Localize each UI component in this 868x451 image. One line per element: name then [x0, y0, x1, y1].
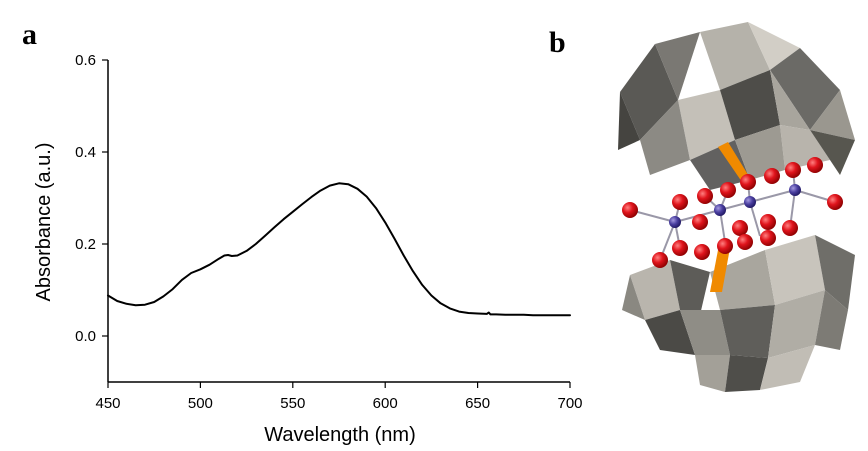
oxygen-atom [782, 220, 798, 236]
upper-linker-bond [718, 142, 750, 182]
oxygen-atom [760, 230, 776, 246]
oxygen-atom [672, 194, 688, 210]
panel-label-a: a [22, 18, 37, 51]
oxygen-atom [740, 174, 756, 190]
absorbance-chart: 450 500 550 600 650 700 0.0 0.2 0.4 0.6 Wavelengt… [33, 52, 583, 446]
y-tick-label: 0.6 [75, 52, 96, 69]
oxygen-atom [622, 202, 638, 218]
oxygen-atom [764, 168, 780, 184]
metal-atom [714, 204, 726, 216]
oxygen-atom [785, 162, 801, 178]
x-axis-title: Wavelength (nm) [264, 424, 416, 446]
panel-label-b: b [549, 26, 566, 59]
y-tick-label: 0.2 [75, 236, 96, 253]
oxygen-atoms [622, 157, 843, 268]
oxygen-atom [652, 252, 668, 268]
absorbance-series-line [107, 182, 571, 317]
oxygen-atom [760, 214, 776, 230]
lower-polyhedra-cluster [622, 235, 855, 392]
x-tick-label: 650 [465, 395, 490, 412]
metal-atom [744, 196, 756, 208]
y-tick-label: 0.0 [75, 328, 96, 345]
oxygen-atom [694, 244, 710, 260]
metal-atom [789, 184, 801, 196]
x-tick-label: 600 [373, 395, 398, 412]
oxygen-atom [732, 220, 748, 236]
oxygen-atom [697, 188, 713, 204]
x-tick-label: 450 [95, 395, 120, 412]
oxygen-atom [827, 194, 843, 210]
polyoxometalate-structure-illustration [618, 22, 855, 392]
oxygen-atom [692, 214, 708, 230]
x-tick-label: 500 [188, 395, 213, 412]
y-axis-title: Absorbance (a.u.) [33, 143, 55, 302]
metal-atom [669, 216, 681, 228]
oxygen-atom [807, 157, 823, 173]
x-tick-label: 550 [280, 395, 305, 412]
oxygen-atom [720, 182, 736, 198]
oxygen-atom [672, 240, 688, 256]
oxygen-atom [737, 234, 753, 250]
lower-linker-bond [710, 248, 730, 292]
y-tick-label: 0.4 [75, 144, 96, 161]
oxygen-atom [717, 238, 733, 254]
x-tick-label: 700 [557, 395, 582, 412]
metal-atoms [669, 184, 801, 228]
